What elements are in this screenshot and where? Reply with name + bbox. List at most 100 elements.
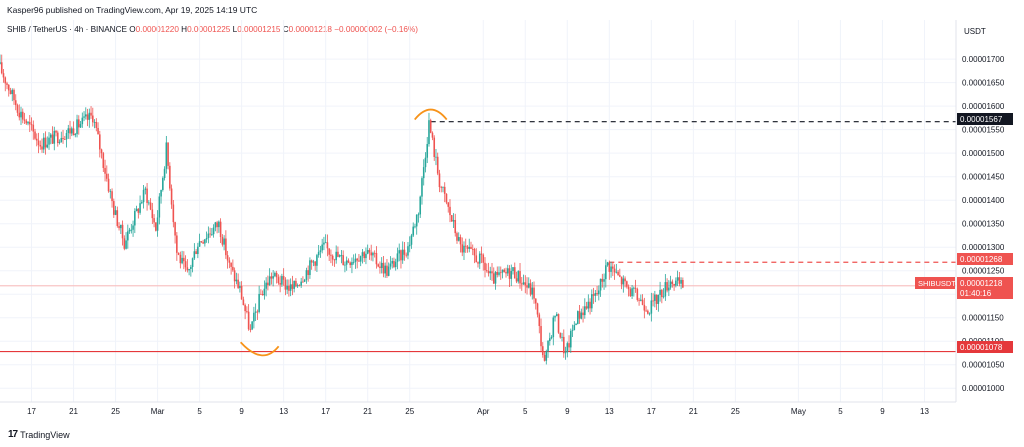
price-tick-label: 0.00001300 xyxy=(962,243,1005,252)
candle-body xyxy=(591,294,593,309)
candle-body xyxy=(39,145,42,147)
candle-body xyxy=(191,258,194,267)
candle-body xyxy=(505,271,507,274)
time-tick-label: 17 xyxy=(27,407,36,416)
candle-body xyxy=(417,214,420,216)
candle-body xyxy=(522,282,525,285)
candle-body xyxy=(464,245,467,247)
candle-body xyxy=(142,189,145,203)
low-value: 0.00001215 xyxy=(237,25,281,34)
candle-body xyxy=(209,233,211,235)
close-value: 0.00001218 xyxy=(288,25,332,34)
candle-body xyxy=(244,305,246,312)
candle-body xyxy=(666,282,668,291)
candle-body xyxy=(156,217,159,231)
highlight-arc xyxy=(239,341,280,357)
candle-body xyxy=(387,266,390,276)
candle-body xyxy=(356,258,358,261)
candle-body xyxy=(461,244,464,253)
candle-body xyxy=(214,222,217,228)
level-lines[interactable] xyxy=(0,121,956,353)
candle-body xyxy=(69,128,71,134)
candle-body xyxy=(330,254,332,256)
candle-body xyxy=(485,270,488,271)
candle-body xyxy=(582,312,584,316)
candle-body xyxy=(91,115,94,123)
candle-body xyxy=(139,203,141,213)
candle-body xyxy=(25,120,28,124)
candle-body xyxy=(359,256,362,262)
candle-body xyxy=(496,271,499,275)
candle-body xyxy=(547,341,549,352)
time-tick-label: 9 xyxy=(565,407,570,416)
candle-body xyxy=(288,285,290,291)
candle-body xyxy=(619,275,621,277)
time-tick-label: 5 xyxy=(197,407,202,416)
candle-body xyxy=(414,226,416,228)
candle-body xyxy=(72,128,75,136)
candle-body xyxy=(571,330,574,331)
candle-body xyxy=(566,343,569,353)
candle-body xyxy=(428,120,430,145)
candle-body xyxy=(527,283,530,288)
candle-body xyxy=(106,173,108,179)
candle-body xyxy=(648,313,651,315)
candle-body xyxy=(130,229,133,231)
time-axis[interactable]: 17 21 25 Mar 5 9 13 17 21 25 Apr 5 9 13 17 21 25 May 5 9 13 xyxy=(0,401,956,416)
tradingview-branding[interactable]: 17 TradingView xyxy=(8,429,70,440)
candle-body xyxy=(197,246,199,255)
candle-body xyxy=(195,251,197,255)
candle-body xyxy=(445,193,448,203)
candle-body xyxy=(151,209,154,219)
candle-body xyxy=(135,208,138,212)
candle-body xyxy=(598,290,600,295)
candle-body xyxy=(641,299,644,305)
symbol-info[interactable]: SHIB / TetherUS · 4h · BINANCE xyxy=(7,25,127,34)
candle-body xyxy=(431,132,434,138)
candle-body xyxy=(49,134,52,138)
candle-body xyxy=(515,278,518,282)
resistance-mid-value: 0.00001268 xyxy=(960,255,1003,264)
time-tick-label: 13 xyxy=(279,407,288,416)
candle-body xyxy=(358,260,360,262)
candle-body xyxy=(62,137,64,140)
candle-body xyxy=(475,255,478,263)
candle-body xyxy=(573,325,576,331)
highlight-arc xyxy=(414,108,448,121)
candle-body xyxy=(35,138,38,141)
candle-body xyxy=(251,321,253,330)
candle-body xyxy=(415,214,418,227)
resistance-mid-label: 0.00001268 xyxy=(957,253,1013,265)
candle-body xyxy=(650,300,653,314)
candle-body xyxy=(578,311,581,319)
candle-body xyxy=(612,266,614,269)
candle-body xyxy=(204,239,206,244)
time-tick-label: 21 xyxy=(69,407,78,416)
candle-body xyxy=(324,242,327,244)
time-tick-label: 9 xyxy=(880,407,885,416)
candle-body xyxy=(323,242,325,245)
candle-body xyxy=(120,224,122,229)
candle-body xyxy=(258,293,260,312)
candle-body xyxy=(186,267,189,271)
candle-body xyxy=(636,288,639,300)
candle-body xyxy=(0,62,1,64)
candle-body xyxy=(344,264,346,266)
candle-body xyxy=(492,273,495,284)
candle-body xyxy=(146,188,148,203)
candle-body xyxy=(162,178,164,190)
candle-body xyxy=(2,73,5,78)
candle-body xyxy=(349,262,351,266)
candle-body xyxy=(233,270,236,282)
candle-body xyxy=(302,281,304,283)
candle-body xyxy=(235,279,238,282)
candle-body xyxy=(449,206,451,216)
candle-body xyxy=(230,262,232,267)
publish-info: Kasper96 published on TradingView.com, A… xyxy=(7,5,258,15)
currency-label[interactable]: USDT xyxy=(964,27,986,36)
candle-body xyxy=(575,323,577,326)
candle-body xyxy=(426,144,429,158)
candle-body xyxy=(176,235,178,253)
candle-body xyxy=(622,278,625,285)
